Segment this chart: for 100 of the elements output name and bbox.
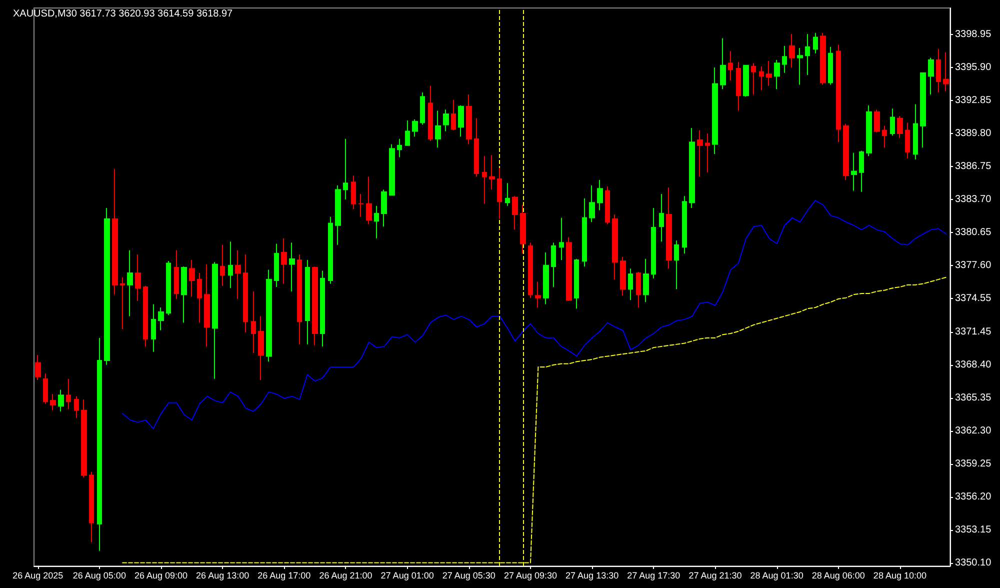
candlestick: [405, 120, 410, 146]
candlestick: [905, 122, 910, 159]
x-tick-label: 26 Aug 2025: [12, 570, 64, 580]
x-tick-label: 27 Aug 01:00: [380, 570, 434, 580]
candlestick: [58, 389, 64, 412]
candlestick: [666, 187, 672, 270]
chart-title: XAUUSD,M30 3617.73 3620.93 3614.59 3618.97: [13, 8, 234, 20]
x-tick-label: 28 Aug 06:00: [812, 570, 865, 580]
candlestick: [574, 258, 579, 310]
candlestick: [582, 198, 587, 267]
candlestick: [535, 281, 541, 308]
candlestick: [127, 250, 133, 317]
candlestick: [543, 252, 549, 305]
candlestick: [643, 258, 649, 303]
y-tick-label: 3362.30: [955, 425, 992, 436]
candlestick: [435, 110, 441, 148]
candlestick: [428, 85, 433, 142]
candlestick: [166, 260, 171, 316]
candlestick: [120, 276, 125, 330]
candlestick: [412, 118, 418, 138]
candlestick: [620, 256, 626, 296]
candlestick: [505, 182, 510, 206]
candlestick: [820, 32, 826, 86]
candlestick: [389, 144, 395, 196]
candlestick: [420, 92, 425, 126]
y-tick-label: 3365.35: [955, 392, 992, 404]
candlestick: [789, 33, 795, 68]
candlestick: [312, 266, 318, 346]
candlestick: [851, 152, 857, 192]
candlestick: [297, 254, 302, 345]
y-tick-label: 3353.15: [955, 524, 992, 536]
x-tick-label: 27 Aug 21:30: [688, 570, 742, 580]
candlestick: [466, 94, 472, 145]
candlestick: [674, 240, 679, 290]
candlestick: [520, 204, 526, 254]
candlestick: [81, 398, 87, 478]
y-tick-label: 3374.55: [955, 292, 992, 304]
candlestick: [589, 184, 595, 223]
candlestick: [828, 46, 833, 86]
y-tick-label: 3356.20: [955, 491, 992, 502]
y-tick-label: 3383.70: [955, 194, 992, 205]
candlestick: [682, 196, 687, 254]
candlestick: [943, 52, 949, 92]
candlestick: [43, 373, 48, 404]
y-tick-label: 3386.75: [955, 160, 992, 172]
candlestick: [605, 186, 610, 225]
x-tick-label: 26 Aug 21:00: [319, 570, 372, 580]
x-tick-label: 27 Aug 13:30: [566, 570, 619, 580]
candlestick: [566, 236, 572, 302]
x-tick-label: 26 Aug 17:00: [258, 570, 311, 580]
y-tick-label: 3359.25: [955, 458, 992, 470]
candlestick: [451, 99, 456, 131]
candlestick: [797, 48, 803, 86]
candlestick: [836, 44, 841, 143]
y-tick-label: 3389.80: [955, 128, 992, 139]
y-tick-label: 3392.85: [955, 94, 992, 106]
candlestick: [612, 214, 618, 280]
candlestick: [651, 208, 656, 279]
candlestick: [751, 62, 756, 96]
candlestick: [343, 138, 348, 200]
candlestick: [913, 104, 918, 160]
candlestick: [443, 109, 449, 132]
candlestick: [736, 62, 741, 112]
candlestick: [813, 32, 818, 54]
candlestick: [936, 48, 941, 93]
candlestick: [151, 304, 156, 352]
candlestick: [528, 242, 533, 298]
y-tick-label: 3350.10: [955, 557, 992, 568]
candlestick: [489, 154, 495, 190]
candlestick: [381, 189, 387, 227]
candlestick: [212, 262, 218, 380]
x-tick-label: 28 Aug 10:00: [873, 570, 926, 580]
candlestick: [74, 396, 79, 418]
candlestick: [474, 118, 479, 178]
candlestick: [266, 269, 272, 362]
candlestick: [659, 194, 664, 242]
y-tick-label: 3371.45: [955, 326, 992, 338]
x-tick-label: 27 Aug 09:30: [504, 570, 558, 580]
candlestick: [697, 130, 703, 178]
candlestick: [497, 168, 502, 220]
candlestick: [50, 394, 56, 411]
candlestick: [774, 59, 780, 90]
candlestick: [928, 57, 934, 96]
x-tick-label: 26 Aug 09:00: [134, 570, 188, 580]
candlestick: [243, 254, 248, 333]
candlestick: [189, 259, 195, 298]
candlestick: [882, 125, 887, 148]
candlestick: [220, 244, 225, 286]
candlestick: [482, 156, 487, 204]
x-tick-label: 27 Aug 17:30: [627, 570, 680, 580]
candlestick: [328, 216, 333, 284]
candlestick: [251, 290, 256, 354]
candlestick: [458, 104, 464, 138]
candlestick: [859, 150, 864, 192]
candlestick: [235, 250, 241, 300]
candlestick: [228, 241, 233, 289]
candlestick: [689, 128, 695, 209]
candlestick: [766, 60, 772, 86]
candlestick: [197, 272, 202, 324]
candlestick: [551, 242, 556, 288]
